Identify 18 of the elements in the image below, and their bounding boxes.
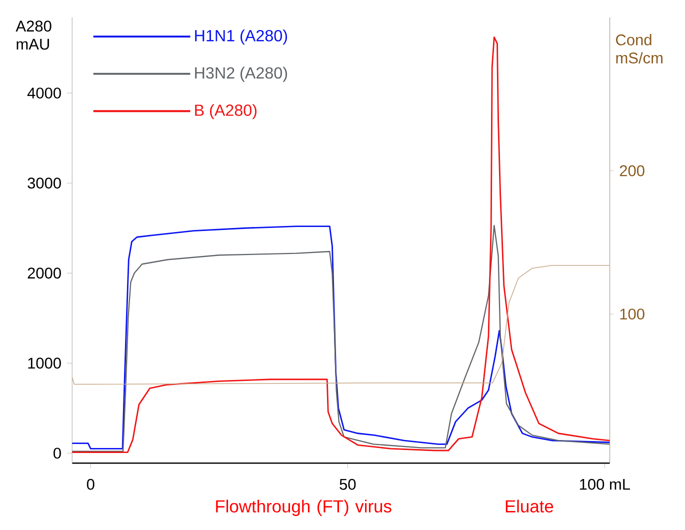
y-tick-label: 0 xyxy=(54,448,61,459)
text: Eluate xyxy=(506,500,554,513)
y-tick-label: 2000 xyxy=(28,268,61,279)
text: Flowthrough (FT) virus xyxy=(216,500,392,516)
y2-tick-label: 200 xyxy=(620,165,644,176)
text: H3N2 (A280) xyxy=(195,66,287,82)
y2-axis-title: Cond mS/cm xyxy=(616,34,662,64)
y-tick-label: 1000 xyxy=(28,358,61,369)
x-tick-label: 100 mL xyxy=(580,478,630,490)
x-tick-label: 0 xyxy=(86,478,94,490)
text: B (A280) xyxy=(195,104,256,120)
y2-tick-label: 100 xyxy=(620,308,644,320)
x-tick-label: 50 xyxy=(340,478,356,490)
y-tick-label: 4000 xyxy=(27,88,61,99)
y-tick-label: 3000 xyxy=(28,178,61,189)
y-axis-title: A280 mAU xyxy=(16,20,52,50)
text: H1N1 (A280) xyxy=(195,30,287,45)
line-series xyxy=(72,264,610,385)
